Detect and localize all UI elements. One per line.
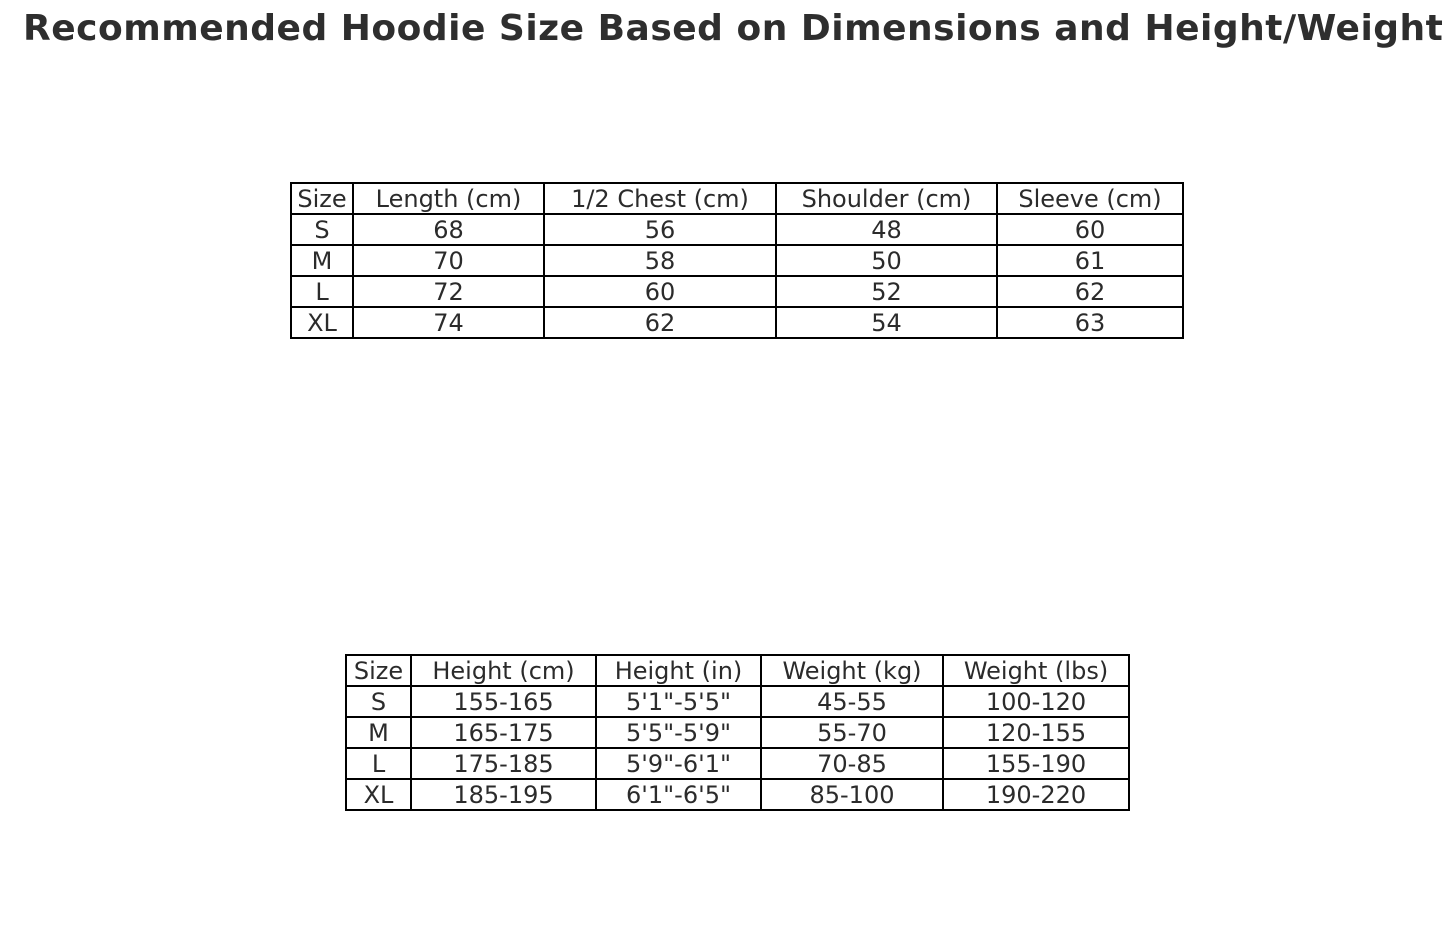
table-cell: 54 — [775, 306, 998, 339]
height-weight-table: Size Height (cm) Height (in) Weight (kg) Wei… — [345, 654, 1130, 811]
table-cell: 70-85 — [760, 747, 944, 780]
table-cell: 74 — [352, 306, 545, 339]
table-row: L 72 60 52 62 — [290, 275, 1184, 308]
table-cell: 62 — [996, 275, 1184, 308]
table-cell: 68 — [352, 213, 545, 246]
table-row: XL 185-195 6'1"-6'5" 85-100 190-220 — [345, 778, 1130, 811]
column-header: Shoulder (cm) — [775, 182, 998, 215]
table-cell: 58 — [543, 244, 777, 277]
table-cell: 5'1"-5'5" — [595, 685, 762, 718]
figure-title: Recommended Hoodie Size Based on Dimensi… — [23, 8, 1444, 49]
column-header: 1/2 Chest (cm) — [543, 182, 777, 215]
size-cell: M — [290, 244, 354, 277]
size-cell: L — [290, 275, 354, 308]
table-cell: 5'9"-6'1" — [595, 747, 762, 780]
column-header: Size — [290, 182, 354, 215]
column-header: Length (cm) — [352, 182, 545, 215]
table-row: L 175-185 5'9"-6'1" 70-85 155-190 — [345, 747, 1130, 780]
table-cell: 100-120 — [942, 685, 1130, 718]
table-cell: 185-195 — [410, 778, 597, 811]
table-cell: 175-185 — [410, 747, 597, 780]
table-cell: 155-165 — [410, 685, 597, 718]
table-row: S 155-165 5'1"-5'5" 45-55 100-120 — [345, 685, 1130, 718]
size-cell: XL — [345, 778, 412, 811]
size-cell: S — [345, 685, 412, 718]
table-cell: 50 — [775, 244, 998, 277]
table-row: XL 74 62 54 63 — [290, 306, 1184, 339]
table-cell: 60 — [543, 275, 777, 308]
table-cell: 70 — [352, 244, 545, 277]
table-cell: 61 — [996, 244, 1184, 277]
size-cell: XL — [290, 306, 354, 339]
header-row: Size Height (cm) Height (in) Weight (kg) Wei… — [345, 654, 1130, 687]
table-cell: 62 — [543, 306, 777, 339]
header-row: Size Length (cm) 1/2 Chest (cm) Shoulder (c… — [290, 182, 1184, 215]
table-cell: 72 — [352, 275, 545, 308]
table-cell: 5'5"-5'9" — [595, 716, 762, 749]
column-header: Height (cm) — [410, 654, 597, 687]
table-cell: 155-190 — [942, 747, 1130, 780]
table-row: S 68 56 48 60 — [290, 213, 1184, 246]
size-cell: M — [345, 716, 412, 749]
table-row: M 70 58 50 61 — [290, 244, 1184, 277]
table-row: M 165-175 5'5"-5'9" 55-70 120-155 — [345, 716, 1130, 749]
table-cell: 56 — [543, 213, 777, 246]
table-cell: 52 — [775, 275, 998, 308]
table-cell: 48 — [775, 213, 998, 246]
column-header: Height (in) — [595, 654, 762, 687]
table-cell: 190-220 — [942, 778, 1130, 811]
column-header: Weight (lbs) — [942, 654, 1130, 687]
table-cell: 120-155 — [942, 716, 1130, 749]
table-cell: 165-175 — [410, 716, 597, 749]
table-cell: 45-55 — [760, 685, 944, 718]
size-cell: L — [345, 747, 412, 780]
table-cell: 6'1"-6'5" — [595, 778, 762, 811]
table-cell: 85-100 — [760, 778, 944, 811]
column-header: Weight (kg) — [760, 654, 944, 687]
table-cell: 60 — [996, 213, 1184, 246]
hoodie-dimensions-table: Size Length (cm) 1/2 Chest (cm) Shoulder (c… — [290, 182, 1184, 339]
size-cell: S — [290, 213, 354, 246]
table-cell: 55-70 — [760, 716, 944, 749]
column-header: Sleeve (cm) — [996, 182, 1184, 215]
table-cell: 63 — [996, 306, 1184, 339]
column-header: Size — [345, 654, 412, 687]
